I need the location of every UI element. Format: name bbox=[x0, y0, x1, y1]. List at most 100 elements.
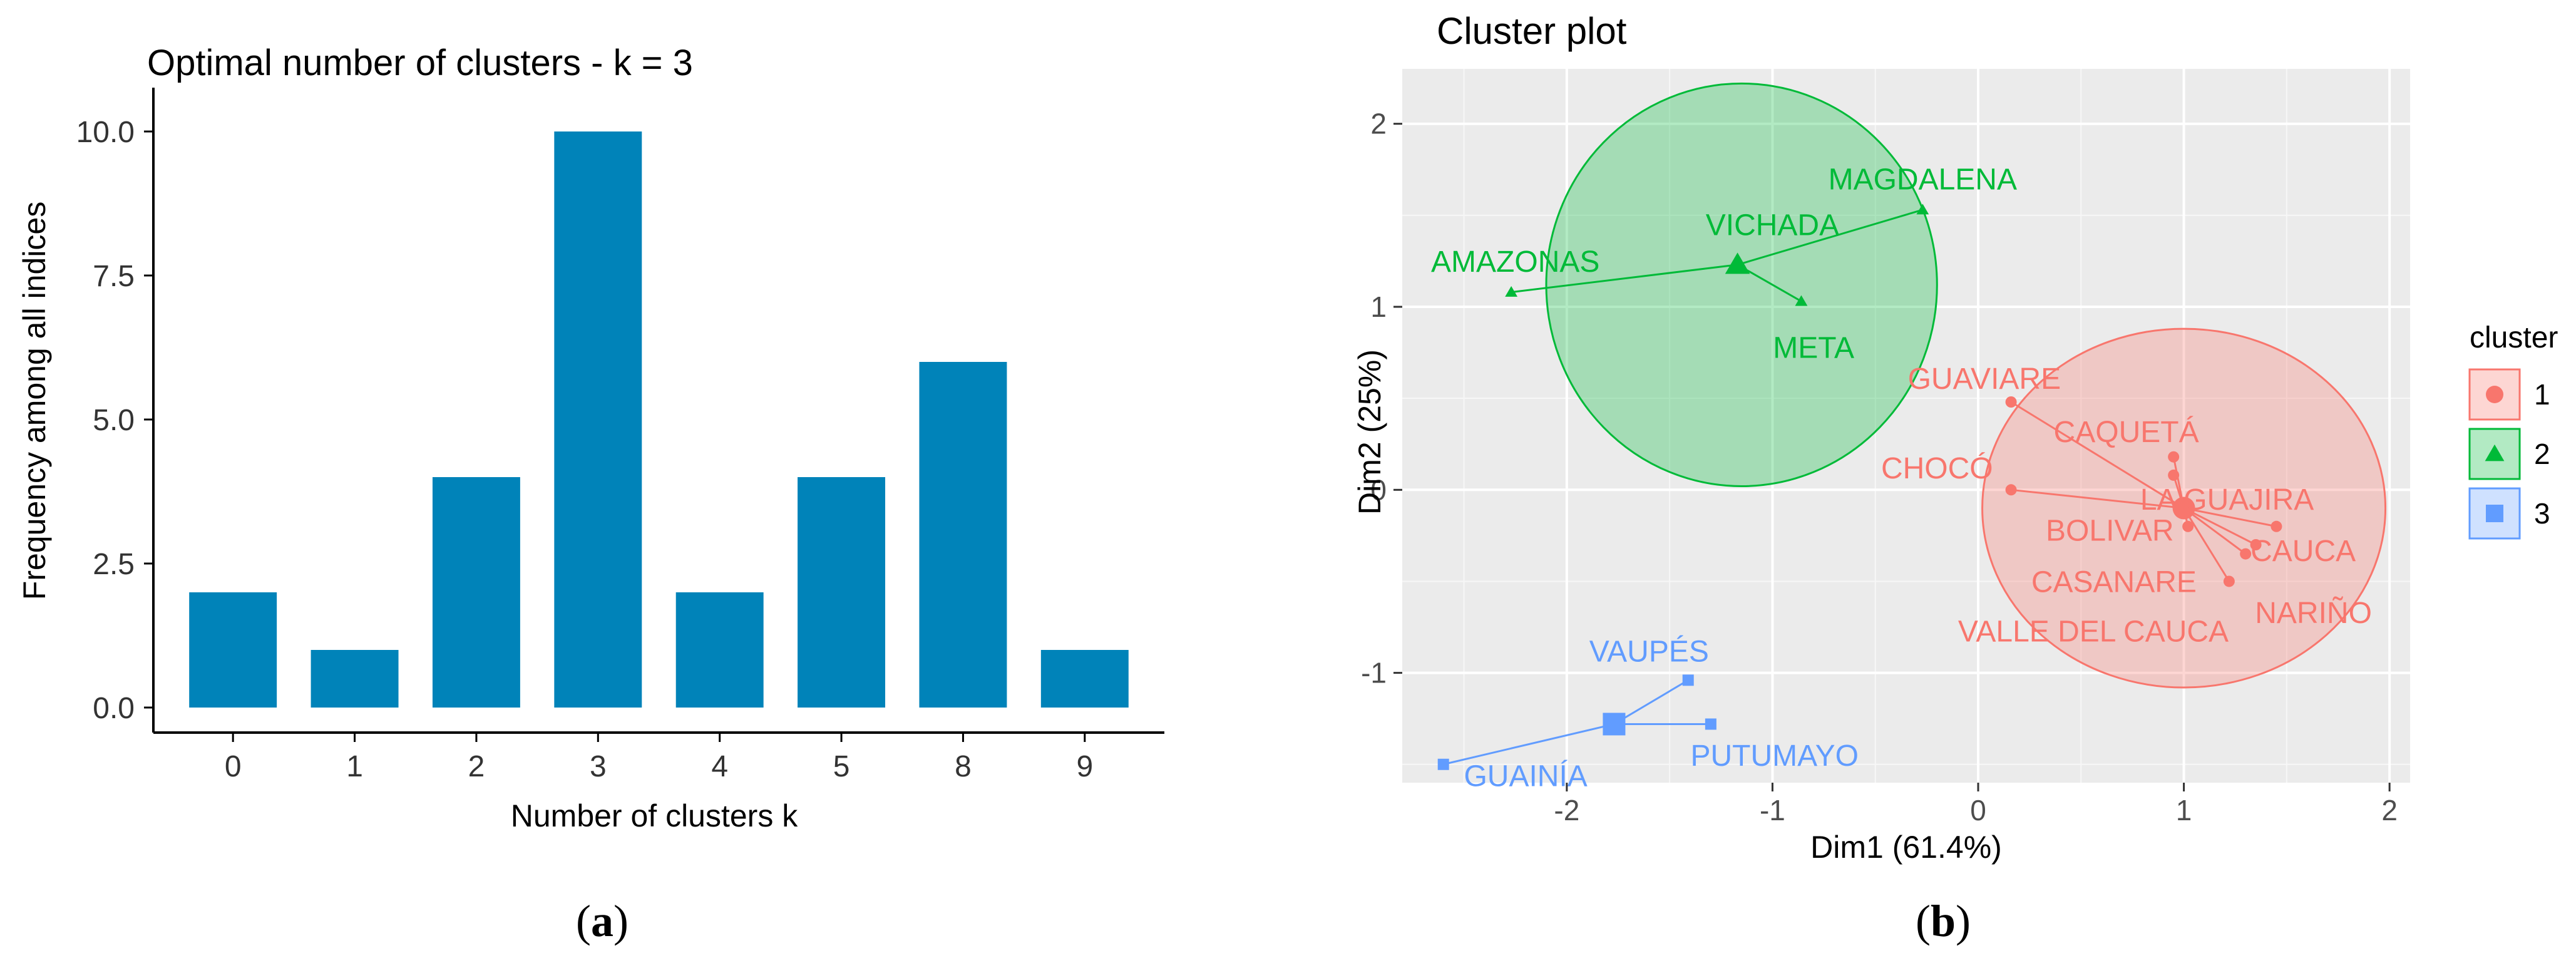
point-caquetá bbox=[2168, 451, 2180, 463]
segment-guaviare bbox=[2010, 401, 2185, 509]
label-bolivar: BOLIVAR bbox=[2046, 515, 2174, 548]
cluster-ellipses bbox=[1545, 82, 2387, 689]
legend-marker-1 bbox=[2486, 386, 2503, 403]
label-amazonas: AMAZONAS bbox=[1431, 245, 1599, 279]
segment-valle-del-cauca bbox=[2183, 507, 2247, 555]
point-cauca bbox=[2271, 520, 2282, 532]
legend-label-1: 1 bbox=[2534, 378, 2550, 411]
legend-title: cluster bbox=[2470, 321, 2558, 354]
caption-b-letter: b bbox=[1930, 896, 1956, 946]
cluster-plot-grid bbox=[1402, 69, 2410, 783]
caption-a: (a) bbox=[576, 895, 629, 947]
segment-chocó bbox=[2011, 488, 2184, 510]
bar-chart-panel: Optimal number of clusters - k = 3 0.0 2.… bbox=[17, 43, 1164, 833]
caption-b: (b) bbox=[1916, 895, 1971, 947]
bar-chart-title: Optimal number of clusters - k = 3 bbox=[147, 43, 693, 83]
x-tick-label: 2 bbox=[2381, 794, 2398, 827]
point-nariño bbox=[2250, 539, 2262, 550]
legend-key-1 bbox=[2468, 368, 2521, 421]
label-la-guajira: LA GUAJIRA bbox=[2140, 483, 2314, 517]
segment-vaupés bbox=[1613, 679, 1689, 725]
cluster-2-center bbox=[1725, 252, 1750, 274]
label-caquetá: CAQUETÁ bbox=[2054, 416, 2199, 449]
caption-b-close: ) bbox=[1956, 896, 1971, 946]
y-tick-label-0: 0.0 bbox=[93, 692, 135, 725]
cluster-plot-x-ticks: -2 -1 0 1 2 bbox=[1554, 783, 2398, 827]
label-guainía: GUAINÍA bbox=[1464, 760, 1587, 793]
y-tick-label: 1 bbox=[1370, 291, 1387, 323]
x-tick-label-8: 8 bbox=[955, 750, 972, 783]
cluster-legend: cluster 1 2 3 bbox=[2468, 321, 2558, 540]
x-tick-label-3: 3 bbox=[590, 750, 607, 783]
y-tick-label-4: 10.0 bbox=[76, 116, 135, 149]
label-magdalena: MAGDALENA bbox=[1829, 163, 2017, 196]
legend-marker-3 bbox=[2486, 505, 2503, 522]
label-valle-del-cauca: VALLE DEL CAUCA bbox=[1958, 615, 2229, 648]
caption-a-letter: a bbox=[590, 896, 613, 946]
bar-2 bbox=[432, 477, 520, 708]
segment-cauca bbox=[2183, 507, 2277, 528]
cluster-plot-y-label: Dim2 (25%) bbox=[1352, 349, 1387, 515]
y-tick-label-1: 2.5 bbox=[93, 548, 135, 581]
x-tick-label: -2 bbox=[1554, 794, 1579, 827]
bar-1 bbox=[310, 650, 399, 708]
point-la-guajira bbox=[2168, 469, 2180, 481]
label-guaviare: GUAVIARE bbox=[1908, 363, 2061, 396]
caption-a-open: ( bbox=[576, 896, 591, 946]
x-tick-label-5: 5 bbox=[833, 750, 850, 783]
cluster-plot-y-ticks: -1 0 1 2 bbox=[1361, 108, 1402, 689]
y-tick-label-3: 7.5 bbox=[93, 260, 135, 293]
legend-marker-2 bbox=[2485, 444, 2505, 461]
x-tick-label: -1 bbox=[1760, 794, 1785, 827]
point-amazonas bbox=[1505, 286, 1518, 297]
bar-chart-bars bbox=[189, 131, 1129, 708]
segment-magdalena bbox=[1737, 209, 1923, 266]
cluster-2-ellipse bbox=[1545, 82, 1938, 487]
segment-guainía bbox=[1443, 723, 1614, 766]
bar-chart-x-ticks: 0 1 2 3 4 5 8 9 bbox=[225, 733, 1093, 783]
y-tick-label: 2 bbox=[1370, 108, 1387, 140]
point-putumayo bbox=[1705, 718, 1716, 730]
bar-9 bbox=[1040, 650, 1129, 708]
point-meta bbox=[1795, 295, 1808, 306]
cluster-1-center bbox=[2172, 497, 2195, 520]
cluster-plot-panel: Cluster plot GUAVIARE CAQUETÁ CHOCÓ LA GUAJ… bbox=[1352, 10, 2558, 865]
point-magdalena bbox=[1916, 203, 1929, 215]
y-tick-label: 0 bbox=[1370, 473, 1387, 506]
bar-4 bbox=[675, 592, 764, 708]
point-bolivar bbox=[2182, 520, 2194, 532]
cluster-points bbox=[1437, 203, 2282, 770]
label-nariño: NARIÑO bbox=[2255, 596, 2372, 630]
caption-a-close: ) bbox=[613, 896, 629, 946]
bar-chart-x-label: Number of clusters k bbox=[511, 798, 798, 833]
label-casanare: CASANARE bbox=[2031, 565, 2197, 599]
point-casanare bbox=[2223, 575, 2235, 587]
legend-label-2: 2 bbox=[2534, 438, 2550, 470]
cluster-plot-x-label: Dim1 (61.4%) bbox=[1810, 830, 2002, 865]
y-tick-label: -1 bbox=[1361, 657, 1387, 689]
x-tick-label-0: 0 bbox=[225, 750, 242, 783]
x-tick-label: 1 bbox=[2176, 794, 2192, 827]
label-vichada: VICHADA bbox=[1706, 209, 1839, 242]
point-guainía bbox=[1437, 758, 1449, 770]
cluster-plot-title: Cluster plot bbox=[1437, 10, 1627, 52]
bar-chart-y-label: Frequency among all indices bbox=[17, 202, 52, 600]
x-tick-label-9: 9 bbox=[1076, 750, 1093, 783]
point-guaviare bbox=[2005, 396, 2017, 408]
point-vaupés bbox=[1682, 674, 1694, 686]
bar-5 bbox=[798, 477, 886, 708]
point-chocó bbox=[2005, 484, 2017, 496]
bar-8 bbox=[919, 362, 1007, 708]
x-tick-label-4: 4 bbox=[711, 750, 728, 783]
bar-0 bbox=[189, 592, 277, 708]
y-tick-label-2: 5.0 bbox=[93, 404, 135, 437]
segment-amazonas bbox=[1511, 264, 1738, 294]
bar-3 bbox=[554, 131, 642, 708]
label-vaupés: VAUPÉS bbox=[1589, 636, 1709, 669]
label-putumayo: PUTUMAYO bbox=[1690, 739, 1858, 773]
legend-label-3: 3 bbox=[2534, 497, 2550, 530]
segment-nariño bbox=[2183, 507, 2257, 546]
segment-casanare bbox=[2183, 507, 2230, 582]
x-tick-label-1: 1 bbox=[346, 750, 363, 783]
